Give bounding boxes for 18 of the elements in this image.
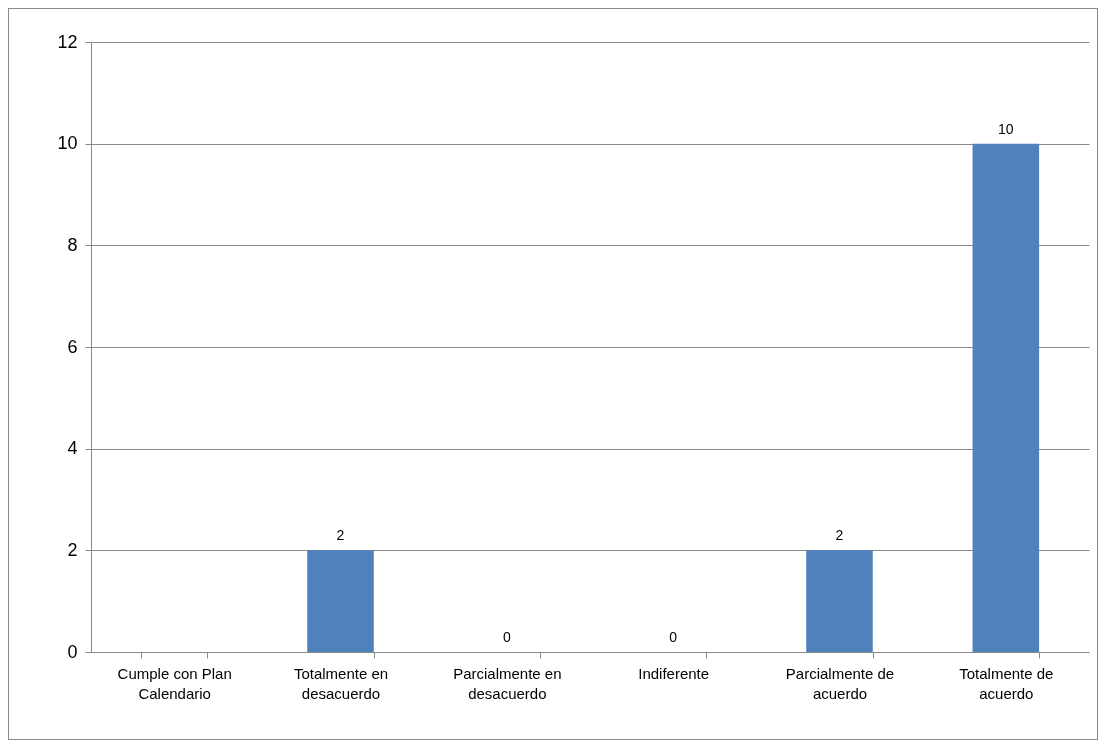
x-tick-label: Indiferente xyxy=(638,664,710,682)
x-tick-label: Totalmente de acuerdo xyxy=(959,664,1054,702)
x-tick-label: Parcialmente en desacuerdo xyxy=(453,664,562,702)
x-tick-label: Parcialmente de acuerdo xyxy=(785,664,895,702)
y-tick-label: 12 xyxy=(57,31,78,52)
x-tick-label: Cumple con Plan Calendario xyxy=(117,664,232,702)
x-tick-label: Totalmente en desacuerdo xyxy=(293,664,389,702)
data-label: 10 xyxy=(998,120,1014,137)
y-tick-label: 4 xyxy=(67,438,78,459)
data-label: 0 xyxy=(669,629,678,645)
data-label: 0 xyxy=(502,629,511,645)
y-tick-label: 10 xyxy=(57,133,78,154)
data-label: 2 xyxy=(835,527,844,544)
y-tick-label: 2 xyxy=(67,539,78,560)
data-label: 2 xyxy=(336,527,345,544)
y-tick-label: 8 xyxy=(67,234,78,255)
y-tick-label: 0 xyxy=(67,641,78,662)
y-tick-label: 6 xyxy=(67,336,78,357)
